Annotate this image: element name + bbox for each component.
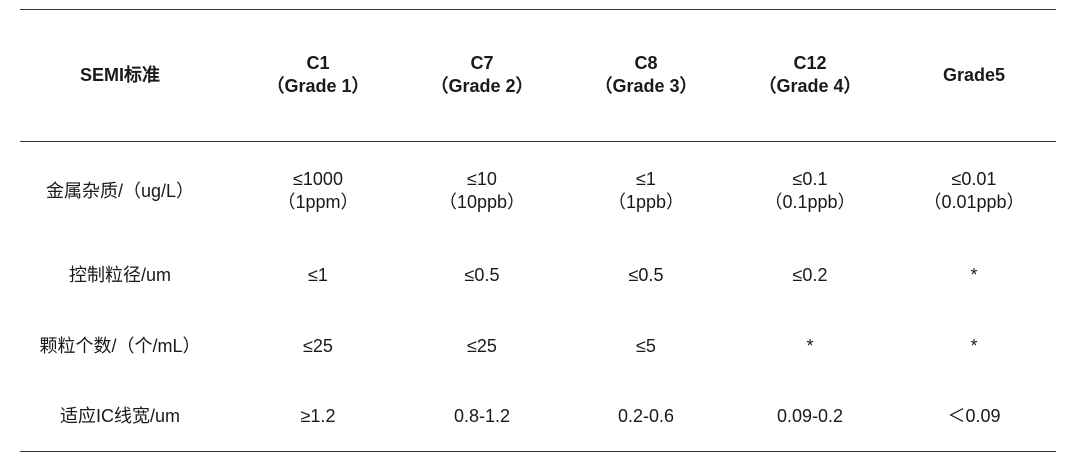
table-cell: ≤25 <box>400 333 564 359</box>
table-cell: ＜0.09 <box>892 403 1056 429</box>
cell-value: ≤25 <box>303 335 333 356</box>
header-c1-grade-sub: （Grade 1） <box>266 76 370 96</box>
header-c7: C7 （Grade 2） <box>400 52 564 98</box>
table-bottom-rule <box>20 451 1056 452</box>
cell-value: * <box>970 264 978 285</box>
cell-value-sub: （1ppm） <box>277 192 359 212</box>
cell-value: ≤1 <box>636 169 656 189</box>
header-c7-grade-sub: （Grade 2） <box>430 76 534 96</box>
header-c7-grade: C7 <box>470 53 494 73</box>
table-cell: ≤1 <box>236 262 400 288</box>
cell-value-sub: （10ppb） <box>438 192 526 212</box>
table-top-rule <box>20 9 1056 10</box>
cell-value: ≤0.1 <box>792 169 828 189</box>
cell-value: ≤1000 <box>293 169 343 189</box>
row-label-particle-size: 控制粒径/um <box>30 262 210 288</box>
table-cell: * <box>728 333 892 359</box>
cell-value: 0.09-0.2 <box>776 405 844 426</box>
cell-value: ≤0.01 <box>951 169 997 189</box>
cell-value: ≥1.2 <box>300 405 336 426</box>
header-c12: C12 （Grade 4） <box>728 52 892 98</box>
header-c1-grade: C1 <box>306 53 330 73</box>
header-c8: C8 （Grade 3） <box>564 52 728 98</box>
cell-value: ≤1 <box>308 264 328 285</box>
header-label-text: SEMI标准 <box>79 64 160 85</box>
table-cell: ≤0.2 <box>728 262 892 288</box>
table-cell: 0.09-0.2 <box>728 403 892 429</box>
header-c1: C1 （Grade 1） <box>236 52 400 98</box>
cell-value: ≤0.2 <box>792 264 828 285</box>
cell-value: ≤0.5 <box>464 264 500 285</box>
header-c8-grade: C8 <box>634 53 658 73</box>
table-cell: ≤0.5 <box>564 262 728 288</box>
table-cell: ≤0.5 <box>400 262 564 288</box>
row-label-ic-linewidth: 适应IC线宽/um <box>30 403 210 429</box>
cell-value: 0.2-0.6 <box>617 405 675 426</box>
header-c8-grade-sub: （Grade 3） <box>594 76 698 96</box>
cell-value: * <box>970 335 978 356</box>
cell-value: 0.8-1.2 <box>453 405 511 426</box>
header-grade5: Grade5 <box>892 52 1056 98</box>
table-cell: ≤1 （1ppb） <box>564 168 728 214</box>
table-cell: ≤10 （10ppb） <box>400 168 564 214</box>
cell-value: ≤10 <box>467 169 497 189</box>
cell-value: ≤25 <box>467 335 497 356</box>
row-label-text: 颗粒个数/（个/mL） <box>39 335 201 356</box>
header-grade5-grade: Grade5 <box>942 64 1006 85</box>
table-cell: ≤1000 （1ppm） <box>236 168 400 214</box>
cell-value: ＜0.09 <box>947 405 1001 426</box>
cell-value-sub: （0.1ppb） <box>764 192 856 212</box>
cell-value-sub: （0.01ppb） <box>923 192 1025 212</box>
table-cell: 0.2-0.6 <box>564 403 728 429</box>
table-header-rule <box>20 141 1056 142</box>
row-label-text: 控制粒径/um <box>68 264 171 285</box>
row-label-text: 金属杂质/（ug/L） <box>45 180 195 201</box>
cell-value-sub: （1ppb） <box>607 192 685 212</box>
row-label-text: 适应IC线宽/um <box>59 405 180 426</box>
table-cell: 0.8-1.2 <box>400 403 564 429</box>
table-cell: * <box>892 262 1056 288</box>
table-cell: * <box>892 333 1056 359</box>
table-cell: ≤0.01 （0.01ppb） <box>892 168 1056 214</box>
table-cell: ≤0.1 （0.1ppb） <box>728 168 892 214</box>
row-label-particle-count: 颗粒个数/（个/mL） <box>30 333 210 359</box>
header-label: SEMI标准 <box>45 52 195 98</box>
header-c12-grade-sub: （Grade 4） <box>758 76 862 96</box>
cell-value: ≤0.5 <box>628 264 664 285</box>
cell-value: ≤5 <box>636 335 656 356</box>
row-label-metal-impurity: 金属杂质/（ug/L） <box>30 168 210 214</box>
table-cell: ≤5 <box>564 333 728 359</box>
cell-value: * <box>806 335 814 356</box>
table-cell: ≤25 <box>236 333 400 359</box>
table-cell: ≥1.2 <box>236 403 400 429</box>
header-c12-grade: C12 <box>793 53 827 73</box>
